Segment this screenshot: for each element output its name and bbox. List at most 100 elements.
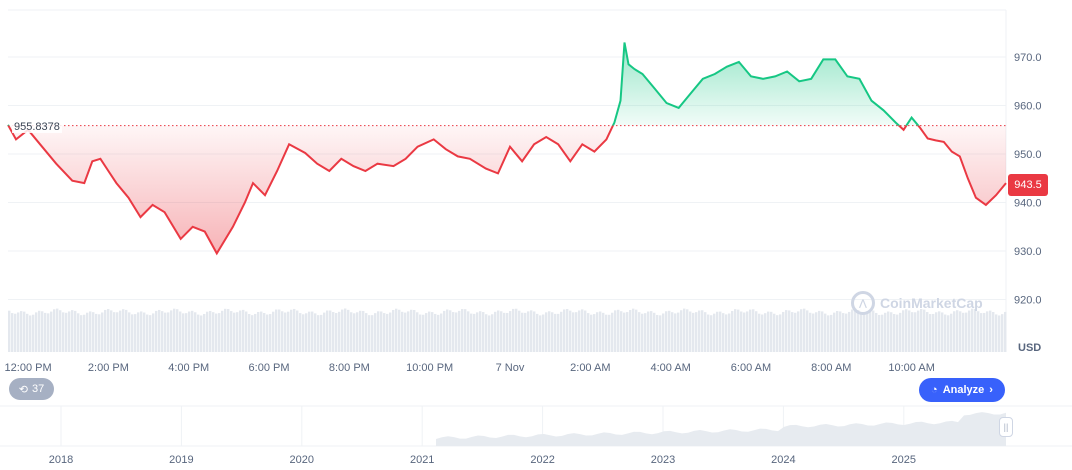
- volume-bar: [578, 310, 581, 352]
- volume-bar: [800, 309, 803, 352]
- volume-bar: [227, 309, 230, 352]
- analyze-button[interactable]: ◔ Analyze ›: [919, 378, 1005, 402]
- volume-bar: [224, 308, 227, 352]
- volume-bar: [818, 310, 821, 352]
- volume-bar: [248, 314, 251, 352]
- volume-bar: [521, 312, 524, 352]
- volume-bar: [284, 312, 287, 352]
- price-line-down: [7, 125, 1007, 256]
- volume-bar: [152, 313, 155, 352]
- volume-bar: [524, 312, 527, 352]
- volume-bar: [794, 312, 797, 352]
- volume-bar: [98, 314, 101, 352]
- y-tick-label: 950.0: [1014, 149, 1042, 161]
- volume-bar: [857, 310, 860, 352]
- volume-bar: [590, 314, 593, 352]
- volume-bar: [632, 308, 635, 352]
- volume-bar: [314, 313, 317, 352]
- volume-bar: [155, 310, 158, 352]
- volume-bar: [866, 311, 869, 352]
- navigator-area: [436, 412, 1006, 446]
- volume-bar: [260, 311, 263, 352]
- volume-bar: [197, 314, 200, 352]
- volume-bar: [533, 311, 536, 352]
- volume-bar: [542, 314, 545, 352]
- volume-bar: [494, 311, 497, 352]
- volume-bar: [878, 314, 881, 352]
- volume-bar: [245, 311, 248, 352]
- volume-bar: [353, 313, 356, 352]
- volume-bar: [560, 311, 563, 352]
- volume-bar: [617, 309, 620, 352]
- volume-bar: [488, 315, 491, 352]
- volume-bar: [884, 312, 887, 352]
- volume-bar: [710, 315, 713, 352]
- coinmarketcap-logo-icon: ⋀: [851, 291, 875, 315]
- volume-bar: [95, 313, 98, 352]
- volume-bar: [371, 315, 374, 352]
- volume-bar: [569, 310, 572, 352]
- x-tick-label: 12:00 PM: [5, 362, 52, 374]
- volume-bar: [599, 311, 602, 352]
- volume-bar: [614, 310, 617, 352]
- volume-bar: [341, 309, 344, 352]
- volume-bar: [833, 312, 836, 352]
- volume-bar: [608, 314, 611, 352]
- volume-bar: [917, 310, 920, 352]
- volume-bar: [698, 310, 701, 352]
- volume-bar: [713, 313, 716, 352]
- volume-bar: [17, 312, 20, 352]
- volume-bar: [56, 308, 59, 352]
- y-tick-label: 920.0: [1014, 295, 1042, 307]
- x-tick-label: 4:00 AM: [650, 362, 690, 374]
- volume-bar: [461, 309, 464, 352]
- volume-bar: [308, 311, 311, 352]
- volume-bar: [659, 315, 662, 352]
- volume-bar: [35, 312, 38, 352]
- volume-bar: [605, 314, 608, 352]
- volume-bar: [716, 311, 719, 352]
- volume-bar: [863, 312, 866, 352]
- volume-bar: [233, 312, 236, 352]
- analyze-icon: ◔: [931, 384, 938, 396]
- volume-bar: [860, 312, 863, 352]
- volume-bar: [200, 315, 203, 352]
- volume-bar: [701, 310, 704, 352]
- volume-bar: [644, 313, 647, 352]
- volume-bar: [815, 312, 818, 352]
- navigator-year-label: 2022: [530, 454, 554, 466]
- volume-bar: [311, 311, 314, 352]
- volume-bar: [170, 310, 173, 352]
- volume-bar: [872, 310, 875, 352]
- volume-bar: [482, 312, 485, 352]
- x-tick-label: 2:00 AM: [570, 362, 610, 374]
- volume-bar: [935, 312, 938, 352]
- volume-bar: [167, 312, 170, 352]
- volume-bar: [182, 313, 185, 352]
- volume-bar: [788, 310, 791, 352]
- volume-bar: [575, 312, 578, 352]
- history-button[interactable]: ⟲ 37: [9, 378, 54, 400]
- x-tick-label: 10:00 AM: [888, 362, 934, 374]
- volume-bar: [251, 315, 254, 352]
- volume-bar: [302, 314, 305, 352]
- volume-bar: [143, 312, 146, 352]
- volume-bar: [767, 311, 770, 352]
- volume-bar: [653, 312, 656, 352]
- volume-bar: [689, 311, 692, 352]
- volume-bar: [548, 311, 551, 352]
- volume-bar: [455, 312, 458, 352]
- volume-bar: [731, 310, 734, 352]
- volume-bar: [500, 311, 503, 352]
- volume-bar: [512, 308, 515, 352]
- volume-bar: [26, 313, 29, 352]
- volume-bar: [908, 310, 911, 352]
- x-tick-label: 7 Nov: [496, 362, 525, 374]
- volume-bar: [626, 312, 629, 352]
- volume-bar: [212, 312, 215, 352]
- volume-bar: [392, 310, 395, 352]
- navigator-handle[interactable]: ||: [999, 417, 1013, 437]
- volume-bar: [425, 313, 428, 352]
- volume-bar: [92, 312, 95, 352]
